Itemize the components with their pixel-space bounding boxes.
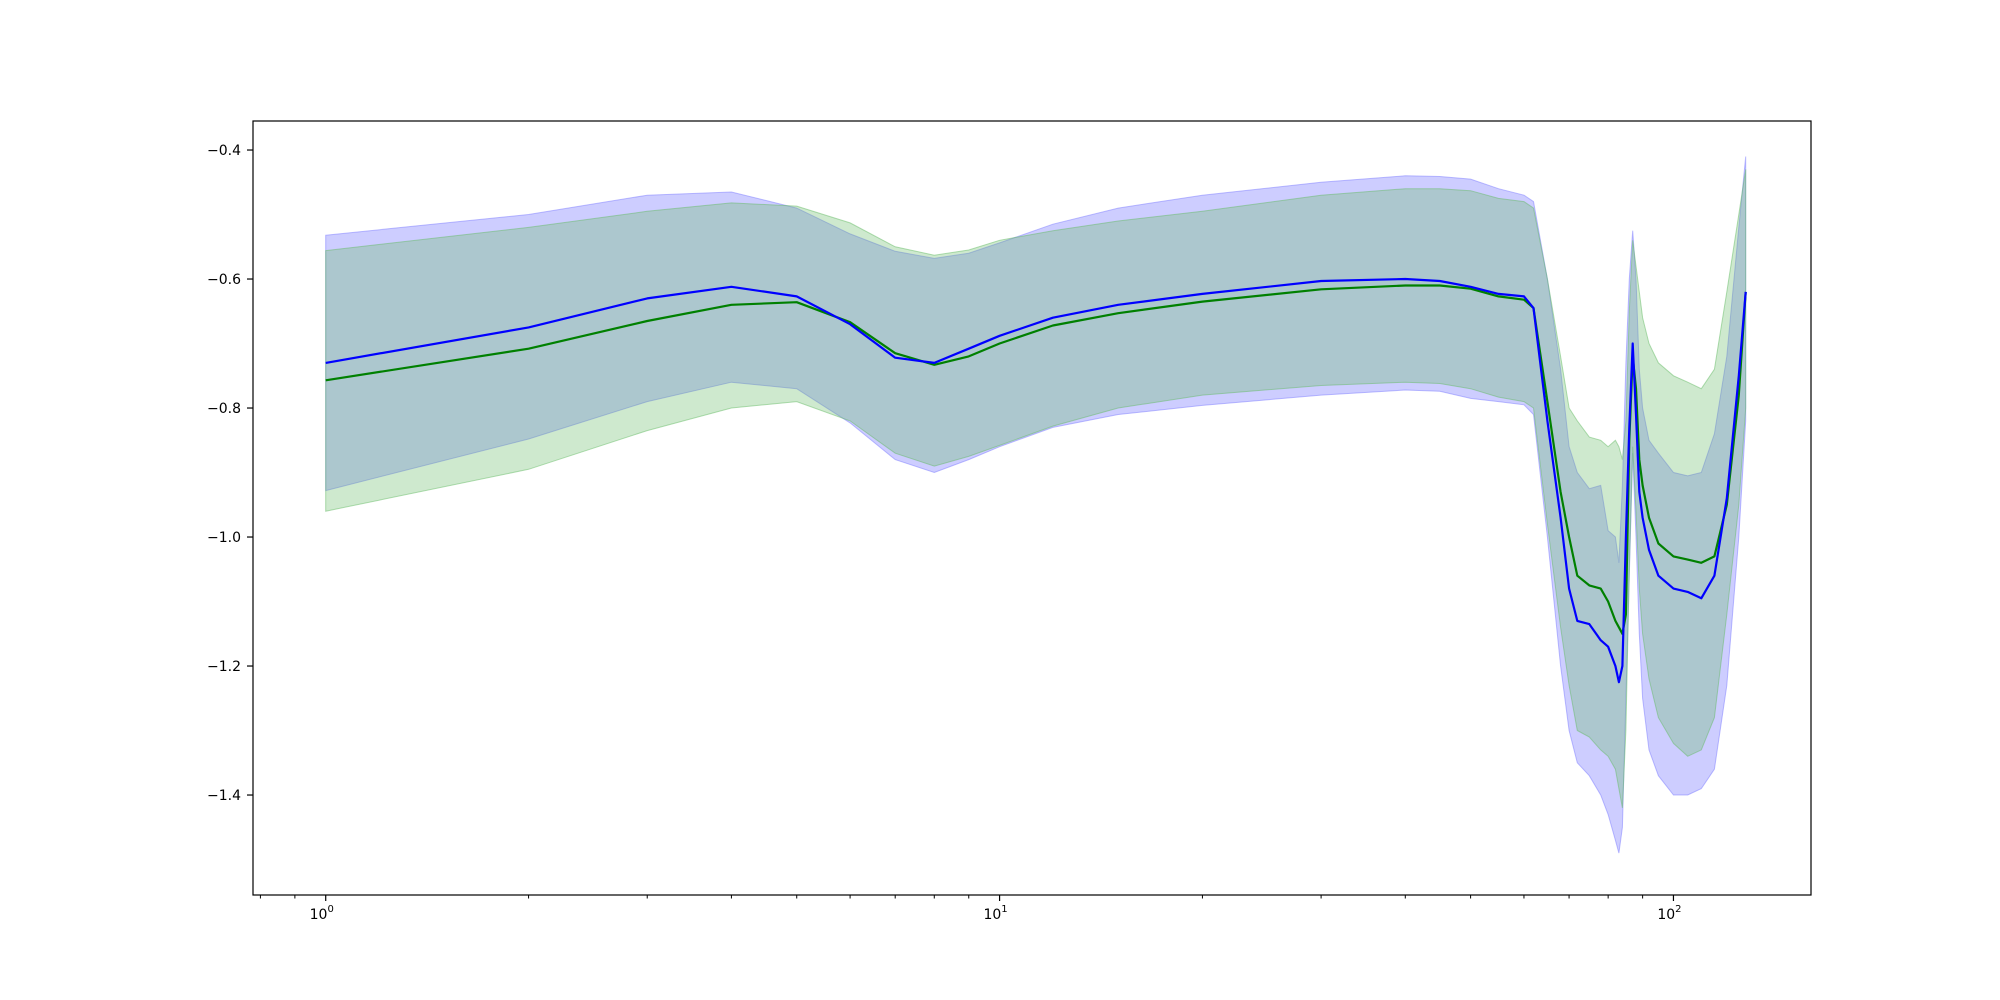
- y-tick-label: −1.2: [207, 659, 241, 675]
- series-line-0: [325, 277, 1747, 684]
- axes-frame: [252, 120, 1812, 896]
- plot-area: [252, 120, 1812, 896]
- x-tick-label-base: 10: [310, 907, 328, 923]
- y-tick-label: −0.8: [207, 401, 241, 417]
- confidence-band-1: [325, 169, 1747, 808]
- series-lines: [325, 277, 1747, 684]
- confidence-bands: [325, 156, 1747, 854]
- y-tick-label: −1.0: [207, 530, 241, 546]
- x-tick-label-exponent: 2: [1675, 904, 1681, 915]
- x-tick-label: 100: [310, 904, 334, 923]
- y-tick-label: −0.4: [207, 143, 241, 159]
- x-tick-label-exponent: 0: [327, 904, 333, 915]
- y-tick-label: −1.4: [207, 788, 241, 804]
- x-tick-label-base: 10: [1657, 907, 1675, 923]
- y-tick-label: −0.6: [207, 272, 241, 288]
- confidence-band-0: [325, 156, 1747, 854]
- x-tick-label: 101: [983, 904, 1007, 923]
- x-tick-label: 102: [1657, 904, 1681, 923]
- x-axis: 100 101 102: [259, 895, 1682, 923]
- axes-background: [253, 121, 1811, 895]
- x-tick-label-base: 10: [983, 907, 1001, 923]
- series-line-1: [325, 284, 1747, 635]
- x-tick-label-exponent: 1: [1001, 904, 1007, 915]
- y-axis: −0.4 −0.6 −0.8 −1.0 −1.2 −1.4: [207, 143, 253, 804]
